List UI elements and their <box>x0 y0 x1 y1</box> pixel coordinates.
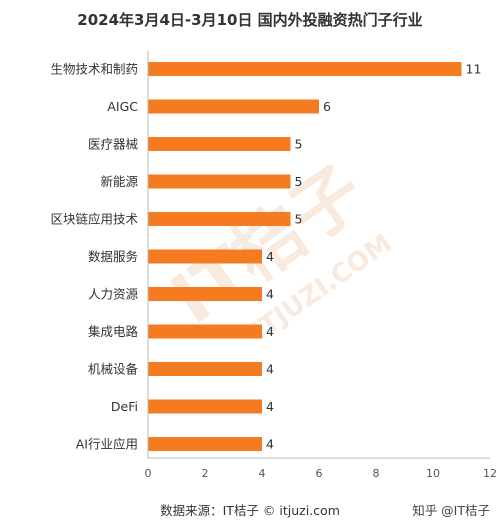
chart-title: 2024年3月4日-3月10日 国内外投融资热门子行业 <box>77 11 422 29</box>
value-label-10: 4 <box>266 437 274 452</box>
value-labels: 11 6 5 5 5 4 4 4 4 4 4 <box>266 62 481 452</box>
category-label-7: 集成电路 <box>88 324 139 339</box>
bar-8 <box>148 362 262 376</box>
value-label-8: 4 <box>266 362 274 377</box>
data-source: 数据来源：IT桔子 © itjuzi.com <box>160 503 340 518</box>
value-label-0: 11 <box>466 62 482 77</box>
x-tick-label-2: 4 <box>259 467 266 480</box>
category-label-3: 新能源 <box>100 174 138 189</box>
category-label-6: 人力资源 <box>88 287 139 302</box>
x-axis: 0 2 4 6 8 10 12 <box>145 50 497 480</box>
x-tick-label-5: 10 <box>426 467 440 480</box>
x-tick-label-3: 6 <box>316 467 323 480</box>
category-label-5: 数据服务 <box>88 249 138 264</box>
category-label-9: DeFi <box>111 399 138 414</box>
value-label-4: 5 <box>295 212 303 227</box>
value-label-2: 5 <box>295 137 303 152</box>
category-label-2: 医疗器械 <box>88 137 139 152</box>
author-credit: 知乎 @IT桔子 <box>412 503 490 518</box>
x-tick-label-6: 12 <box>483 467 497 480</box>
value-label-9: 4 <box>266 399 274 414</box>
value-label-1: 6 <box>323 99 331 114</box>
x-tick-label-1: 2 <box>202 467 209 480</box>
x-tick-label-0: 0 <box>145 467 152 480</box>
category-label-10: AI行业应用 <box>76 437 138 452</box>
bar-7 <box>148 324 262 339</box>
bar-0 <box>148 62 462 76</box>
category-label-1: AIGC <box>107 99 138 114</box>
bars-group <box>148 62 462 451</box>
category-label-4: 区块链应用技术 <box>50 212 138 227</box>
category-label-0: 生物技术和制药 <box>50 62 138 77</box>
category-label-8: 机械设备 <box>88 362 139 377</box>
value-label-6: 4 <box>266 287 274 302</box>
value-label-7: 4 <box>266 324 274 339</box>
bar-9 <box>148 399 262 414</box>
bar-2 <box>148 137 291 151</box>
bar-6 <box>148 287 262 301</box>
bar-3 <box>148 174 291 189</box>
bar-5 <box>148 249 262 264</box>
bar-10 <box>148 437 262 451</box>
value-label-5: 4 <box>266 249 274 264</box>
category-labels: 生物技术和制药 AIGC 医疗器械新能源区块链应用技术数据服务人力资源集成电路机械设… <box>50 62 138 452</box>
bar-4 <box>148 212 291 226</box>
x-tick-label-4: 8 <box>373 467 380 480</box>
bar-1 <box>148 99 319 114</box>
value-label-3: 5 <box>295 174 303 189</box>
